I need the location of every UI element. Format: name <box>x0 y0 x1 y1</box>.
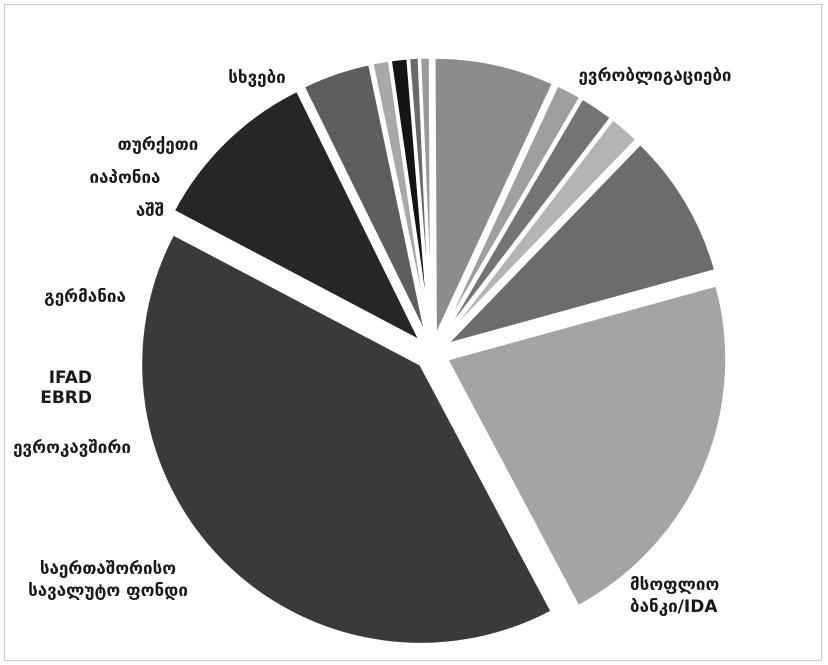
slice-label: აშშ <box>136 201 164 221</box>
pie-slice <box>440 141 718 348</box>
pie-labels: მსოფლიო ბანკი/IDA საერთაშორისო სავალუტო ფონ… <box>13 66 731 617</box>
slice-label: ევროკავშირი <box>13 438 131 458</box>
pie-slices <box>139 55 729 646</box>
slice-label: ევრობლიგაციები <box>578 66 731 86</box>
pie-slice <box>439 95 614 341</box>
pie-slice <box>444 283 729 609</box>
pie-slice <box>301 62 429 339</box>
pie-slice <box>438 82 583 340</box>
slice-label: იაპონია <box>90 168 161 188</box>
slice-label: IFAD <box>49 368 92 388</box>
pie-slice <box>432 55 556 339</box>
slice-label: თურქეთი <box>118 135 199 155</box>
pie-slice <box>171 88 425 346</box>
pie-slice <box>139 231 555 646</box>
slice-label: EBRD <box>40 388 92 408</box>
slice-label: სხვები <box>228 68 286 88</box>
slice-label: გერმანია <box>44 287 126 307</box>
pie-slice <box>441 116 640 342</box>
pie-slice <box>418 55 434 338</box>
slice-label: საერთაშორისო სავალუტო ფონდი <box>28 559 188 601</box>
slice-label: მსოფლიო ბანკი/IDA <box>630 575 719 617</box>
